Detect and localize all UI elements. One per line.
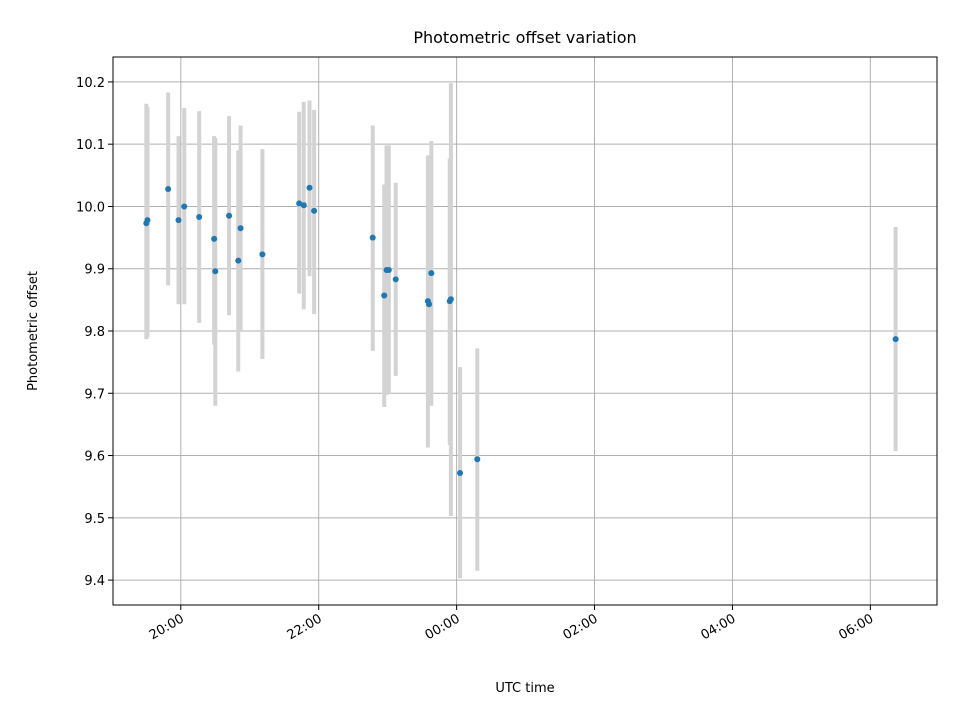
data-point bbox=[165, 186, 172, 193]
chart-title: Photometric offset variation bbox=[413, 28, 636, 47]
data-point bbox=[474, 456, 481, 463]
data-point bbox=[381, 292, 388, 299]
y-tick-label: 9.7 bbox=[84, 387, 105, 402]
data-point bbox=[237, 225, 244, 232]
data-point bbox=[428, 270, 435, 277]
data-point bbox=[892, 336, 899, 343]
data-point bbox=[175, 217, 182, 224]
data-point bbox=[226, 212, 233, 219]
data-point bbox=[300, 202, 307, 209]
y-tick-label: 9.4 bbox=[84, 574, 105, 589]
data-point bbox=[196, 214, 203, 221]
data-point bbox=[211, 235, 218, 242]
data-point bbox=[259, 251, 266, 258]
data-point bbox=[144, 217, 151, 224]
data-point bbox=[426, 301, 433, 308]
data-point bbox=[306, 184, 313, 191]
data-point bbox=[457, 469, 464, 476]
y-tick-label: 9.5 bbox=[84, 512, 105, 527]
data-points bbox=[143, 184, 899, 476]
data-point bbox=[181, 203, 188, 210]
data-point bbox=[311, 207, 318, 214]
data-point bbox=[296, 200, 303, 207]
data-point bbox=[385, 266, 392, 273]
data-point bbox=[392, 276, 399, 283]
y-tick-label: 9.6 bbox=[84, 450, 105, 465]
y-tick-label: 9.9 bbox=[84, 263, 105, 278]
y-tick-label: 10.0 bbox=[76, 200, 105, 215]
y-tick-label: 10.1 bbox=[76, 138, 105, 153]
data-point bbox=[235, 257, 242, 264]
y-axis-label: Photometric offset bbox=[26, 271, 41, 391]
grid-lines bbox=[113, 57, 937, 605]
y-tick-label: 10.2 bbox=[76, 76, 105, 91]
data-point bbox=[447, 296, 454, 303]
data-point bbox=[212, 268, 219, 275]
x-axis-label: UTC time bbox=[495, 681, 554, 696]
y-tick-label: 9.8 bbox=[84, 325, 105, 340]
data-point bbox=[369, 234, 376, 241]
